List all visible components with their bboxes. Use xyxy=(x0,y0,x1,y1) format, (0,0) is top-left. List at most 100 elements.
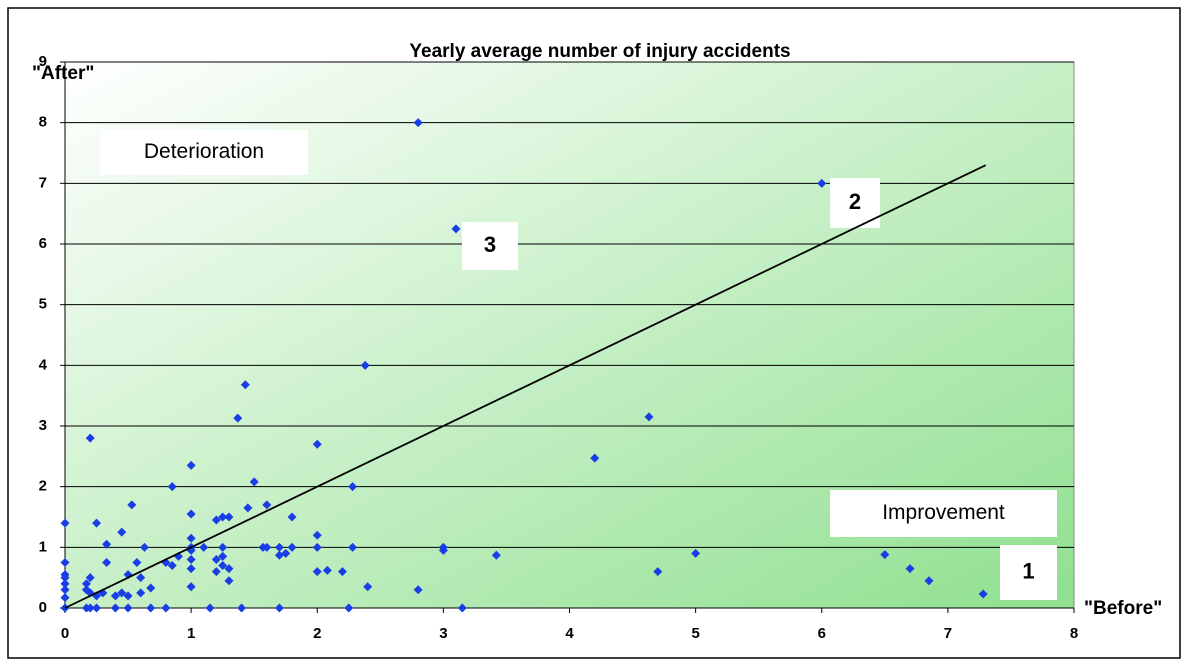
y-tick-label: 6 xyxy=(39,235,47,252)
point xyxy=(281,548,291,558)
point xyxy=(60,558,70,567)
annotation-box xyxy=(1000,545,1057,600)
point xyxy=(312,439,322,449)
annotation: 2 xyxy=(849,189,861,214)
y-tick-label: 1 xyxy=(39,538,47,555)
point xyxy=(92,518,102,528)
point xyxy=(438,545,448,555)
point xyxy=(224,564,234,574)
x-tick-label: 6 xyxy=(818,625,826,642)
point xyxy=(451,224,461,234)
point xyxy=(167,482,177,492)
point xyxy=(249,477,259,487)
point xyxy=(644,412,654,422)
point xyxy=(136,573,146,583)
point xyxy=(348,542,358,552)
point xyxy=(218,512,228,522)
annotation-box xyxy=(100,130,308,175)
point xyxy=(60,518,70,528)
x-tick-label: 7 xyxy=(944,625,952,642)
point xyxy=(110,603,120,613)
point xyxy=(85,573,95,583)
point xyxy=(457,603,467,613)
y-tick-label: 7 xyxy=(39,174,47,191)
annotation-box xyxy=(462,222,518,270)
point xyxy=(691,548,701,558)
point xyxy=(817,178,827,188)
x-tick-label: 5 xyxy=(691,625,699,642)
point xyxy=(880,550,890,560)
x-tick-label: 8 xyxy=(1070,625,1078,642)
point xyxy=(224,512,234,522)
annotation: 1 xyxy=(1022,558,1034,583)
chart-title: Yearly average number of injury accident… xyxy=(409,41,790,62)
point xyxy=(92,603,102,613)
point xyxy=(312,567,322,577)
point xyxy=(287,542,297,552)
point xyxy=(60,579,70,589)
point xyxy=(139,542,149,552)
point xyxy=(186,564,196,574)
y-tick-label: 0 xyxy=(39,599,47,616)
point xyxy=(337,567,347,577)
point xyxy=(413,585,423,595)
point xyxy=(211,554,221,564)
point xyxy=(102,539,112,549)
x-tick-label: 0 xyxy=(61,625,69,642)
point xyxy=(117,527,127,537)
point xyxy=(363,582,373,592)
point xyxy=(218,542,228,552)
point xyxy=(322,565,332,575)
point xyxy=(218,561,228,571)
point xyxy=(590,453,600,463)
point xyxy=(905,564,915,574)
point xyxy=(146,603,156,613)
equal-line xyxy=(64,164,987,609)
point xyxy=(199,542,209,552)
point xyxy=(186,509,196,519)
point xyxy=(132,558,142,567)
annotation-box xyxy=(830,490,1057,537)
point xyxy=(60,570,70,580)
point xyxy=(60,585,70,595)
annotation: Deterioration xyxy=(144,140,264,163)
y-tick-label: 2 xyxy=(39,478,47,495)
y-tick-label: 8 xyxy=(39,114,47,131)
point xyxy=(274,542,284,552)
point xyxy=(312,530,322,540)
point xyxy=(262,542,272,552)
point xyxy=(186,533,196,543)
point xyxy=(186,554,196,564)
point xyxy=(211,515,221,525)
point xyxy=(287,512,297,522)
annotation: 3 xyxy=(484,232,496,257)
point xyxy=(312,542,322,552)
point xyxy=(211,567,221,577)
y-tick-label: 9 xyxy=(39,53,47,70)
point xyxy=(237,603,247,613)
point xyxy=(205,603,215,613)
point xyxy=(123,591,133,601)
point xyxy=(224,576,234,586)
x-tick-label: 4 xyxy=(565,625,574,642)
x-tick-label: 2 xyxy=(313,625,321,642)
y-axis-label: "After" xyxy=(32,63,94,84)
point xyxy=(110,591,120,601)
point xyxy=(167,561,177,571)
point xyxy=(60,593,70,603)
point xyxy=(491,550,501,560)
annotation: Improvement xyxy=(882,501,1005,524)
point xyxy=(186,582,196,592)
point xyxy=(240,380,250,390)
point xyxy=(978,589,988,599)
point xyxy=(243,503,253,513)
y-tick-label: 3 xyxy=(39,417,47,434)
point xyxy=(102,558,112,567)
point xyxy=(127,500,137,510)
x-tick-label: 1 xyxy=(187,625,195,642)
y-tick-label: 5 xyxy=(39,296,47,313)
point xyxy=(85,603,95,613)
x-tick-label: 3 xyxy=(439,625,447,642)
point xyxy=(146,583,156,593)
